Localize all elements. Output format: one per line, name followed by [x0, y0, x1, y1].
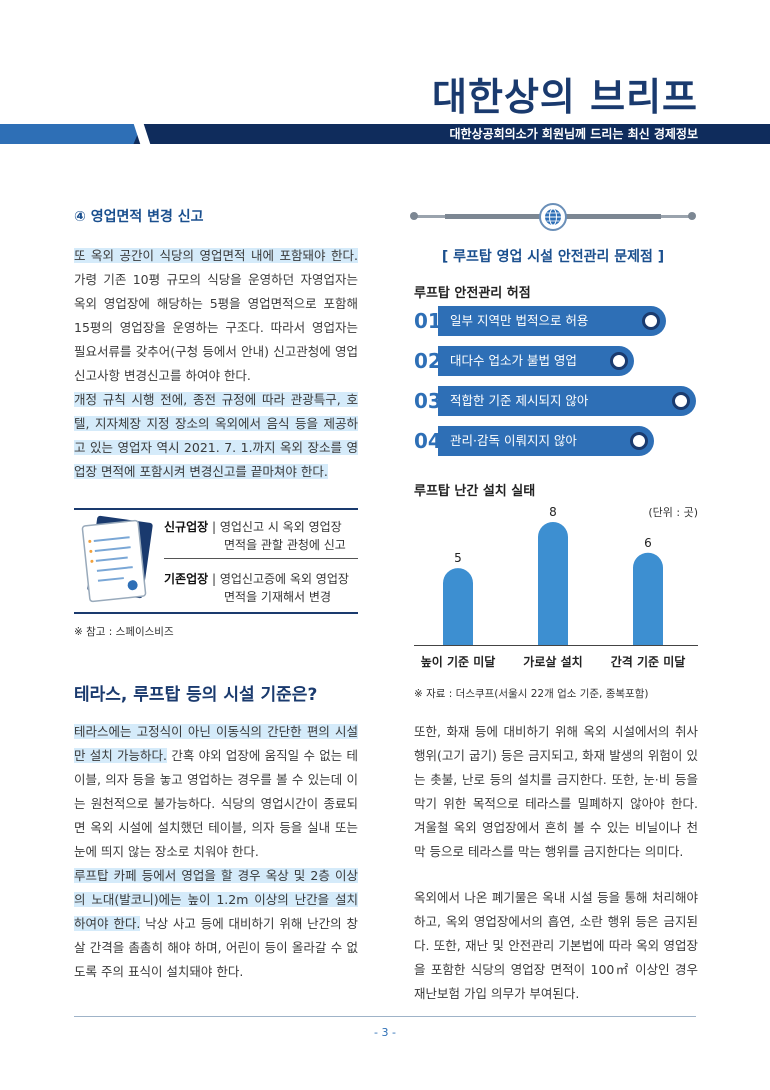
document-icon: [81, 515, 153, 603]
category-label-1: 높이 기준 미달: [421, 654, 496, 669]
issue-bar: 대다수 업소가 불법 영업: [438, 346, 634, 376]
toggle-knob-icon: [672, 392, 690, 410]
issues-heading: 루프탑 안전관리 허점: [414, 286, 531, 301]
issue-text: 적합한 기준 제시되지 않아: [450, 393, 589, 408]
info-row-new: 신규업장 | 영업신고 시 옥외 영업장 면적을 관할 관청에 신고: [164, 520, 346, 552]
bar-chart: 5 높이 기준 미달 8 가로살 설치 6 간격 기준 미달: [421, 505, 686, 669]
paragraph-2-highlight: 개정 규칙 시행 전에, 종전 규정에 따라 관광특구, 호텔, 지자체장 지정…: [74, 392, 358, 479]
decorative-dot-right: [688, 212, 696, 220]
issue-item-2: 02 대다수 업소가 불법 영업: [414, 346, 644, 376]
header-subtitle: 대한상공회의소가 회원님께 드리는 최신 경제정보: [449, 127, 698, 141]
issue-bar: 관리·감독 이뤄지지 않아: [438, 426, 654, 456]
category-label-3: 간격 기준 미달: [611, 654, 686, 669]
bar-1: [443, 568, 473, 645]
paragraph-5: 또한, 화재 등에 대비하기 위해 옥외 시설에서의 취사행위(고기 굽기) 등…: [414, 724, 698, 859]
page-number: - 3 -: [374, 1026, 396, 1039]
reference-note: ※ 참고 : 스페이스비즈: [74, 626, 174, 638]
info-new-text-2: 면적을 관할 관청에 신고: [224, 538, 346, 552]
toggle-knob-icon: [630, 432, 648, 450]
category-label-2: 가로살 설치: [523, 654, 582, 669]
info-new-text-1: 영업신고 시 옥외 영업장: [219, 520, 342, 534]
info-divider: [164, 558, 358, 559]
chart-baseline: [414, 645, 698, 646]
paragraph-3: 테라스에는 고정식이 아닌 이동식의 간단한 편의 시설만 설치 가능하다. 간…: [74, 720, 358, 864]
bar-3: [633, 552, 663, 645]
header-bar-accent: [0, 124, 142, 144]
info-old-label: 기존업장: [164, 572, 209, 586]
toggle-knob-icon: [610, 352, 628, 370]
info-old-text-1: 영업신고증에 옥외 영업장: [219, 572, 349, 586]
chart-source: ※ 자료 : 더스쿠프(서울시 22개 업소 기준, 종복포함): [414, 688, 649, 700]
paragraph-1: 또 옥외 공간이 식당의 영업면적 내에 포함돼야 한다. 가령 기존 10평 …: [74, 244, 358, 388]
header-bar: [0, 124, 770, 144]
issue-number: 03: [414, 389, 442, 413]
chart-unit: (단위 : 곳): [648, 506, 698, 519]
paragraph-4: 루프탑 카페 등에서 영업을 할 경우 옥상 및 2층 이상의 노대(발코니)에…: [74, 864, 358, 984]
info-new-label: 신규업장: [164, 520, 209, 534]
globe-icon: [545, 208, 561, 226]
issue-text: 관리·감독 이뤄지지 않아: [450, 433, 577, 448]
issue-text: 대다수 업소가 불법 영업: [450, 353, 577, 368]
issue-bar: 적합한 기준 제시되지 않아: [438, 386, 696, 416]
paragraph-1-highlight: 또 옥외 공간이 식당의 영업면적 내에 포함돼야 한다.: [74, 248, 358, 263]
page-title: 대한상의 브리프: [432, 75, 698, 119]
bar-value-label-2: 8: [549, 505, 557, 519]
section-heading: 테라스, 루프탑 등의 시설 기준은?: [74, 685, 318, 705]
right-box-title: [ 루프탑 영업 시설 안전관리 문제점 ]: [441, 249, 665, 265]
info-box: [74, 508, 358, 614]
chart-heading: 루프탑 난간 설치 실태: [414, 484, 536, 499]
bar-value-label-1: 5: [454, 551, 462, 565]
issue-item-3: 03 적합한 기준 제시되지 않아: [414, 386, 698, 416]
decorative-dot-left: [410, 212, 418, 220]
issue-number: 02: [414, 349, 442, 373]
bar-value-label-3: 6: [644, 536, 652, 550]
issue-item-4: 04 관리·감독 이뤄지지 않아: [414, 426, 664, 456]
paragraph-1-text: 가령 기존 10평 규모의 식당을 운영하던 자영업자는 옥외 영업장에 해당하…: [74, 272, 358, 383]
issue-item-1: 01 일부 지역만 법적으로 허용: [414, 306, 674, 336]
info-old-text-2: 면적을 기재해서 변경: [224, 590, 331, 604]
paragraph-3-text: 간혹 야외 업장에 움직일 수 없는 테이블, 의자 등을 놓고 영업하는 경우…: [74, 748, 359, 859]
paragraph-4-text: 낙상 사고 등에 대비하기 위해 난간의 창살 간격을 촘촘히 해야 하며, 어…: [74, 916, 358, 979]
toggle-knob-icon: [642, 312, 660, 330]
issue-number: 04: [414, 429, 442, 453]
issue-bar: 일부 지역만 법적으로 허용: [438, 306, 666, 336]
paragraph-2: 개정 규칙 시행 전에, 종전 규정에 따라 관광특구, 호텔, 지자체장 지정…: [74, 388, 358, 484]
section-4-title: ④ 영업면적 변경 신고: [74, 209, 204, 225]
paragraph-6: 옥외에서 나온 폐기물은 옥내 시설 등을 통해 처리해야 하고, 옥외 영업장…: [414, 890, 698, 1001]
footer-line: [74, 1016, 696, 1017]
issue-text: 일부 지역만 법적으로 허용: [450, 313, 589, 328]
info-row-existing: 기존업장 | 영업신고증에 옥외 영업장 면적을 기재해서 변경: [164, 572, 349, 604]
issue-number: 01: [414, 309, 442, 333]
bar-2: [538, 522, 568, 645]
